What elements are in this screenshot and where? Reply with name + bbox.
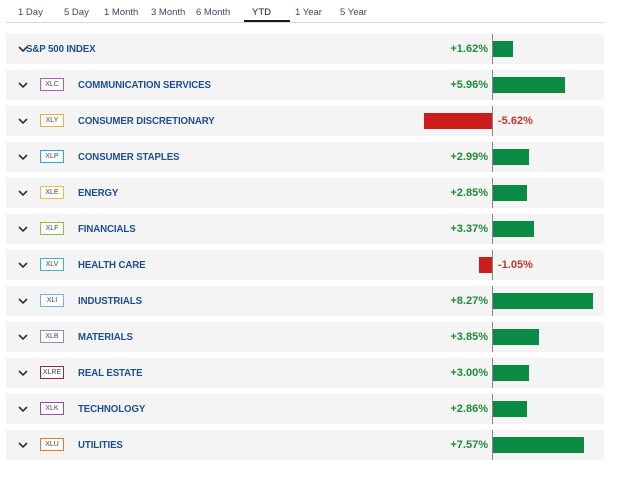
percent-change: +3.37%	[450, 223, 488, 235]
ticker-badge: XLF	[40, 222, 64, 235]
chevron-down-icon[interactable]	[17, 259, 29, 271]
chevron-down-icon[interactable]	[17, 295, 29, 307]
performance-bar	[493, 293, 593, 309]
tab-1-year[interactable]: 1 Year	[295, 7, 322, 18]
performance-bar	[493, 329, 540, 345]
tab-6-month[interactable]: 6 Month	[196, 7, 231, 18]
sector-row[interactable]: XLV HEALTH CARE -1.05%	[6, 250, 604, 280]
percent-change: +2.85%	[450, 187, 488, 199]
performance-bar	[493, 437, 585, 453]
sector-row[interactable]: XLI INDUSTRIALS +8.27%	[6, 286, 604, 316]
zero-axis-line	[492, 142, 493, 172]
sector-row[interactable]: XLE ENERGY +2.85%	[6, 178, 604, 208]
tab-5-day[interactable]: 5 Day	[64, 7, 89, 18]
performance-bar	[493, 221, 534, 237]
percent-change: +3.00%	[450, 367, 488, 379]
zero-axis-line	[492, 214, 493, 244]
ticker-badge: XLU	[40, 438, 64, 451]
sector-name[interactable]: S&P 500 INDEX	[26, 43, 96, 55]
sector-name[interactable]: REAL ESTATE	[78, 367, 143, 379]
percent-change: +7.57%	[450, 439, 488, 451]
tab-3-month[interactable]: 3 Month	[151, 7, 186, 18]
sector-name[interactable]: COMMUNICATION SERVICES	[78, 79, 211, 91]
chevron-down-icon[interactable]	[17, 187, 29, 199]
zero-axis-line	[492, 322, 493, 352]
sector-row[interactable]: XLK TECHNOLOGY +2.86%	[6, 394, 604, 424]
ticker-badge: XLV	[40, 258, 64, 271]
percent-change: +2.99%	[450, 151, 488, 163]
chevron-down-icon[interactable]	[17, 367, 29, 379]
chevron-down-icon[interactable]	[17, 403, 29, 415]
ticker-badge: XLI	[40, 294, 64, 307]
percent-change: +2.86%	[450, 403, 488, 415]
tab-ytd[interactable]: YTD	[252, 7, 271, 18]
ticker-badge: XLE	[40, 186, 64, 199]
sector-row[interactable]: S&P 500 INDEX +1.62%	[6, 34, 604, 64]
percent-change: +5.96%	[450, 79, 488, 91]
zero-axis-line	[492, 250, 493, 280]
sector-name[interactable]: INDUSTRIALS	[78, 295, 142, 307]
ticker-badge: XLP	[40, 150, 64, 163]
percent-change: +1.62%	[450, 43, 488, 55]
performance-bar	[493, 365, 530, 381]
zero-axis-line	[492, 34, 493, 64]
percent-change: +8.27%	[450, 295, 488, 307]
sector-row[interactable]: XLP CONSUMER STAPLES +2.99%	[6, 142, 604, 172]
sector-name[interactable]: ENERGY	[78, 187, 119, 199]
sector-row[interactable]: XLF FINANCIALS +3.37%	[6, 214, 604, 244]
chevron-down-icon[interactable]	[17, 439, 29, 451]
percent-change: +3.85%	[450, 331, 488, 343]
performance-bar	[479, 257, 492, 273]
sector-name[interactable]: HEALTH CARE	[78, 259, 146, 271]
sector-list: S&P 500 INDEX +1.62% XLC COMMUNICATION SERV…	[6, 34, 604, 466]
ticker-badge: XLK	[40, 402, 64, 415]
zero-axis-line	[492, 430, 493, 460]
chevron-down-icon[interactable]	[17, 151, 29, 163]
zero-axis-line	[492, 358, 493, 388]
zero-axis-line	[492, 394, 493, 424]
active-tab-underline	[244, 20, 290, 22]
sector-name[interactable]: CONSUMER DISCRETIONARY	[78, 115, 215, 127]
ticker-badge: XLRE	[40, 366, 64, 379]
ticker-badge: XLY	[40, 114, 64, 127]
sector-name[interactable]: TECHNOLOGY	[78, 403, 146, 415]
sector-name[interactable]: CONSUMER STAPLES	[78, 151, 180, 163]
percent-change: -1.05%	[498, 259, 533, 271]
chevron-down-icon[interactable]	[17, 331, 29, 343]
performance-bar	[493, 41, 513, 57]
tab-5-year[interactable]: 5 Year	[340, 7, 367, 18]
sector-row[interactable]: XLC COMMUNICATION SERVICES +5.96%	[6, 70, 604, 100]
performance-bar	[493, 401, 528, 417]
chevron-down-icon[interactable]	[17, 43, 29, 55]
ticker-badge: XLB	[40, 330, 64, 343]
zero-axis-line	[492, 106, 493, 136]
performance-bar	[493, 185, 528, 201]
performance-bar	[493, 77, 565, 93]
zero-axis-line	[492, 70, 493, 100]
sector-name[interactable]: FINANCIALS	[78, 223, 136, 235]
sector-name[interactable]: MATERIALS	[78, 331, 133, 343]
performance-bar	[493, 149, 530, 165]
zero-axis-line	[492, 286, 493, 316]
tab-1-day[interactable]: 1 Day	[18, 7, 43, 18]
tab-1-month[interactable]: 1 Month	[104, 7, 139, 18]
sector-row[interactable]: XLY CONSUMER DISCRETIONARY -5.62%	[6, 106, 604, 136]
sector-row[interactable]: XLRE REAL ESTATE +3.00%	[6, 358, 604, 388]
sector-name[interactable]: UTILITIES	[78, 439, 123, 451]
percent-change: -5.62%	[498, 115, 533, 127]
chevron-down-icon[interactable]	[17, 223, 29, 235]
chevron-down-icon[interactable]	[17, 115, 29, 127]
chevron-down-icon[interactable]	[17, 79, 29, 91]
sector-row[interactable]: XLB MATERIALS +3.85%	[6, 322, 604, 352]
timeframe-tabs: 1 Day 5 Day 1 Month 3 Month 6 Month YTD 1 Year…	[6, 0, 604, 23]
zero-axis-line	[492, 178, 493, 208]
performance-bar	[424, 113, 492, 129]
ticker-badge: XLC	[40, 78, 64, 91]
sector-row[interactable]: XLU UTILITIES +7.57%	[6, 430, 604, 460]
